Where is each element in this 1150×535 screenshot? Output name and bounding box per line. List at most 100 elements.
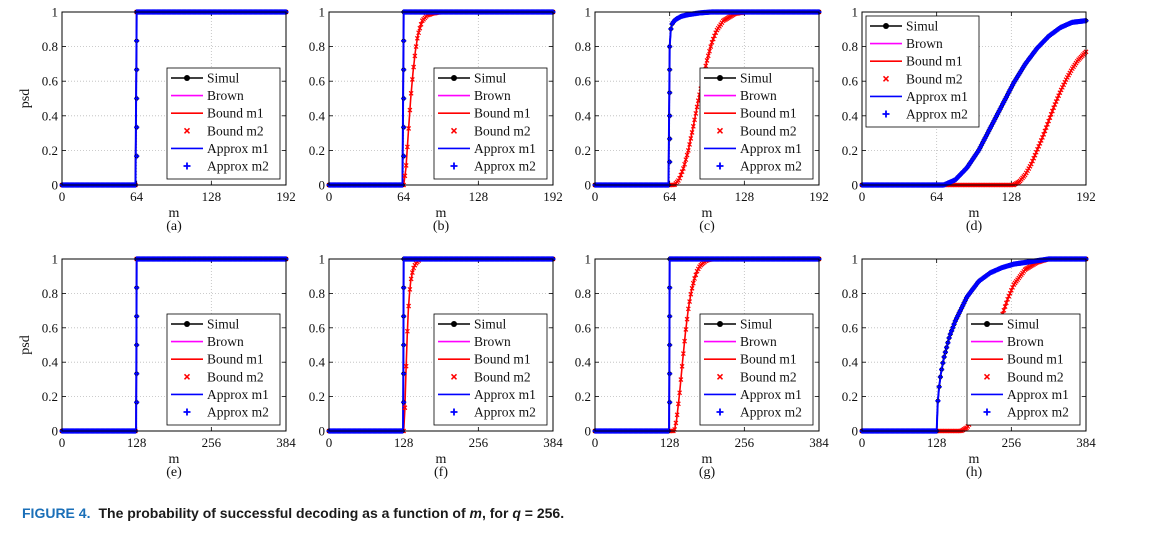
data-point — [402, 405, 408, 411]
data-point — [1054, 96, 1060, 102]
legend-label: Brown — [740, 88, 777, 103]
y-tick-label: 1 — [585, 5, 592, 20]
legend-box — [166, 313, 281, 426]
data-point — [412, 53, 418, 59]
data-point — [705, 53, 711, 59]
data-point — [675, 178, 681, 183]
y-tick-label: 0.4 — [42, 355, 59, 370]
x-tick-label: 0 — [326, 435, 333, 450]
data-point — [688, 291, 694, 297]
data-point — [1010, 284, 1016, 290]
data-point — [1046, 118, 1052, 124]
data-point — [713, 30, 719, 36]
data-point — [134, 342, 140, 348]
y-tick-label: 0.2 — [842, 389, 858, 404]
data-point — [694, 104, 700, 110]
data-point — [692, 117, 697, 123]
data-point — [940, 360, 946, 366]
x-axis-label: m — [702, 452, 713, 467]
legend-label: Bound m1 — [474, 106, 531, 121]
data-point — [1057, 90, 1063, 96]
x-tick-label: 192 — [1076, 189, 1096, 204]
data-point — [401, 67, 407, 73]
y-tick-label: 0.4 — [575, 108, 592, 123]
data-point — [939, 366, 945, 373]
legend-box — [433, 67, 548, 180]
legend-label: Bound m2 — [740, 369, 797, 384]
data-point — [683, 327, 689, 332]
legend-label: Approx m2 — [1007, 405, 1069, 420]
x-tick-label: 384 — [1076, 435, 1096, 450]
panel-label: (a) — [166, 219, 182, 234]
legend-swatch-marker — [184, 75, 190, 81]
data-point — [401, 371, 407, 377]
x-axis-label: m — [436, 452, 447, 467]
y-tick-label: 0.2 — [42, 389, 58, 404]
x-tick-label: 0 — [592, 435, 599, 450]
y-tick-label: 0.4 — [842, 108, 859, 123]
legend-box — [433, 313, 548, 426]
data-point — [134, 95, 140, 102]
x-tick-label: 192 — [276, 189, 296, 204]
x-tick-label: 64 — [930, 189, 944, 204]
data-point — [704, 58, 710, 63]
y-tick-label: 1 — [585, 252, 592, 267]
data-point — [675, 401, 681, 407]
caption-text-mid: , for — [481, 505, 513, 521]
data-point — [1059, 84, 1065, 90]
legend-label: Brown — [740, 334, 777, 349]
data-point — [409, 77, 415, 82]
x-axis-label: m — [436, 206, 447, 221]
axes-frame — [328, 11, 554, 186]
legend-label: Bound m2 — [906, 71, 963, 86]
data-point — [945, 340, 951, 346]
data-point — [667, 113, 673, 119]
legend-label: Bound m1 — [906, 54, 963, 69]
legend-swatch — [716, 373, 724, 380]
data-point — [677, 175, 683, 181]
chart-panel: 00.20.40.60.810 64 128 192m(a)psdSimulBrown… — [18, 5, 296, 235]
y-tick-label: 0.4 — [842, 355, 859, 370]
legend-label: Simul — [474, 71, 507, 86]
data-point — [668, 26, 674, 32]
data-point — [1056, 93, 1062, 99]
legend-label: Simul — [474, 317, 507, 332]
data-point — [417, 25, 423, 31]
y-tick-label: 0 — [52, 424, 59, 439]
x-tick-label: 384 — [543, 435, 563, 450]
legend-swatch-marker — [717, 75, 723, 81]
caption-label: FIGURE 4. — [22, 505, 91, 521]
data-point — [667, 285, 673, 291]
x-tick-label: 192 — [809, 189, 829, 204]
axes-frame — [594, 11, 820, 186]
y-axis-label: psd — [18, 335, 33, 354]
data-point — [401, 38, 407, 44]
caption-m: m — [469, 505, 482, 521]
legend-label: Approx m1 — [740, 387, 802, 402]
legend-swatch — [183, 408, 191, 416]
data-point — [680, 166, 686, 171]
y-tick-label: 1 — [319, 252, 326, 267]
data-point — [1030, 158, 1035, 164]
legend-label: Approx m2 — [207, 159, 269, 174]
data-point — [1006, 293, 1012, 299]
data-point — [1041, 131, 1047, 137]
legend-label: Brown — [474, 88, 511, 103]
legend-box — [966, 313, 1081, 426]
data-point — [708, 44, 714, 50]
data-point — [1033, 149, 1039, 155]
legend-label: Bound m1 — [740, 352, 797, 367]
data-point — [134, 153, 140, 159]
legend-label: Approx m1 — [207, 387, 269, 402]
data-point — [401, 95, 407, 102]
data-point — [404, 144, 410, 150]
y-tick-label: 0.6 — [842, 320, 859, 335]
y-tick-label: 0.6 — [575, 74, 592, 89]
y-tick-label: 0.8 — [575, 286, 591, 301]
legend-label: Approx m1 — [207, 141, 269, 156]
legend-label: Simul — [1007, 317, 1040, 332]
axes-frame — [328, 258, 554, 432]
y-tick-label: 0.4 — [575, 355, 592, 370]
data-point — [411, 265, 417, 271]
